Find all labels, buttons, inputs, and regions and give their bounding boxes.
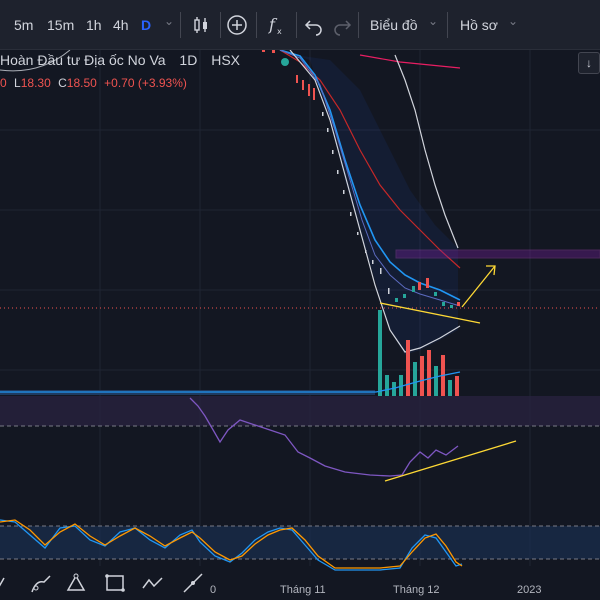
ohlc-readout: 0 L18.30 C18.50 +0.70 (+3.93%) xyxy=(0,76,187,90)
arrow-head-icon xyxy=(486,265,496,276)
interval-15m[interactable]: 15m xyxy=(47,17,75,33)
rectangle-icon[interactable] xyxy=(102,570,128,596)
price-candles xyxy=(262,50,460,308)
rsi-divergence-line xyxy=(384,440,517,482)
redo-icon[interactable] xyxy=(330,13,354,37)
interval-4h[interactable]: 4h xyxy=(113,17,129,33)
chevron-down-icon[interactable]: ⌄ xyxy=(508,14,519,28)
top-toolbar: 5m 15m 1h 4h D ⌄ f x Biểu đồ ⌄ Hồ sơ ⌄ xyxy=(0,0,600,50)
chevron-down-icon[interactable]: ⌄ xyxy=(428,14,439,28)
ma-pink-line xyxy=(359,54,461,69)
low-label: L xyxy=(14,76,21,90)
volume-bars xyxy=(0,310,461,396)
drawing-toolbar xyxy=(0,566,220,600)
undo-icon[interactable] xyxy=(302,13,326,37)
curve-icon[interactable] xyxy=(64,570,90,596)
toolbar-divider xyxy=(220,12,221,38)
low-value: 18.30 xyxy=(20,76,51,90)
profile-menu[interactable]: Hồ sơ xyxy=(460,17,498,33)
fx-icon[interactable]: f x xyxy=(265,13,289,37)
rsi-band xyxy=(0,396,600,426)
x-axis-label: 2023 xyxy=(517,584,542,596)
ruler-icon[interactable] xyxy=(0,570,16,596)
toolbar-divider xyxy=(180,12,181,38)
projection-arrow xyxy=(461,265,496,308)
stoch-k-line xyxy=(0,519,463,571)
svg-text:f: f xyxy=(268,15,278,34)
interval-d[interactable]: D xyxy=(141,17,152,33)
symbol-legend: Hoàn Đầu tư Địa ốc No Va 1D HSX xyxy=(0,52,240,68)
line-tool-icon[interactable] xyxy=(180,570,206,596)
bollinger-left-fragment xyxy=(0,50,71,72)
bollinger-band-fill xyxy=(295,55,458,355)
resistance-zone xyxy=(395,249,600,259)
close-value: 18.50 xyxy=(66,76,97,90)
rsi-line xyxy=(189,397,459,477)
change-value: +0.70 (+3.93%) xyxy=(104,76,187,90)
stoch-band xyxy=(0,526,600,559)
interval-1h[interactable]: 1h xyxy=(86,17,102,33)
brush-icon[interactable] xyxy=(28,570,54,596)
x-axis-label: 0 xyxy=(210,584,217,596)
polyline-icon[interactable] xyxy=(140,570,166,596)
toolbar-divider xyxy=(256,12,257,38)
bollinger-upper-line xyxy=(394,54,459,249)
toolbar-divider xyxy=(447,12,448,38)
chevron-down-icon[interactable]: ⌄ xyxy=(164,14,175,28)
ohlc-prefix: 0 xyxy=(0,76,7,90)
x-axis-label: Tháng 11 xyxy=(280,584,326,596)
close-label: C xyxy=(58,76,67,90)
legend-interval: 1D xyxy=(179,52,198,68)
support-trendline xyxy=(379,302,481,324)
interval-5m[interactable]: 5m xyxy=(14,17,34,33)
charts-menu[interactable]: Biểu đồ xyxy=(370,17,418,33)
stoch-d-line xyxy=(0,519,463,569)
candles-icon[interactable] xyxy=(189,13,213,37)
ma-blue-line xyxy=(279,50,461,301)
symbol-name[interactable]: Hoàn Đầu tư Địa ốc No Va xyxy=(0,52,166,68)
bollinger-lower-line xyxy=(289,50,461,353)
legend-exchange: HSX xyxy=(211,52,241,68)
price-chart[interactable] xyxy=(0,50,600,600)
plus-circle-icon[interactable] xyxy=(225,13,249,37)
toolbar-divider xyxy=(296,12,297,38)
svg-text:x: x xyxy=(277,27,282,36)
arrow-down-icon[interactable]: ↓ xyxy=(578,52,600,74)
x-axis-label: Tháng 12 xyxy=(393,584,440,596)
ma-indigo-line xyxy=(279,50,461,307)
toolbar-divider xyxy=(358,12,359,38)
